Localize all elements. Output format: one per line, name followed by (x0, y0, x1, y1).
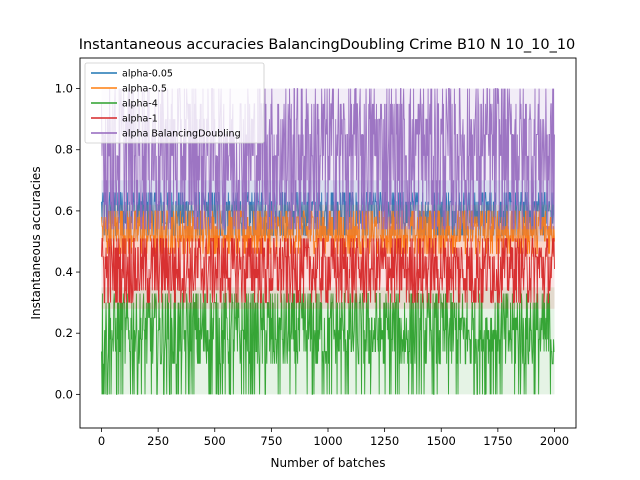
x-tick-label: 1500 (427, 434, 456, 448)
y-tick-label: 1.0 (55, 82, 73, 96)
legend-label-alpha-1: alpha-1 (122, 114, 158, 125)
chart-title: Instantaneous accuracies BalancingDoubli… (79, 37, 576, 53)
legend-label-alpha-4: alpha-4 (122, 99, 158, 110)
y-tick-label: 0.2 (55, 326, 73, 340)
x-tick-label: 2000 (540, 434, 569, 448)
x-tick-label: 0 (98, 434, 105, 448)
series-line (101, 237, 555, 304)
y-axis-label: Instantaneous accuracies (29, 166, 43, 319)
legend-label-alpha-05: alpha-0.5 (122, 84, 167, 95)
x-tick-label: 250 (147, 434, 169, 448)
x-tick-label: 500 (204, 434, 226, 448)
x-tick-label: 750 (260, 434, 282, 448)
series-line (101, 88, 555, 230)
x-tick-label: 1750 (483, 434, 512, 448)
y-tick-label: 0.6 (55, 204, 73, 218)
y-tick-label: 0.4 (55, 265, 73, 279)
series-layer (101, 88, 555, 395)
legend: alpha-0.05 alpha-0.5 alpha-4 alpha-1 alp… (84, 62, 265, 144)
x-tick-label: 1250 (370, 434, 399, 448)
y-tick-label: 0.8 (55, 143, 73, 157)
x-axis-label: Number of batches (271, 456, 386, 470)
x-tick-label: 1000 (313, 434, 342, 448)
legend-label-alpha-005: alpha-0.05 (122, 69, 173, 80)
y-tick-label: 0.0 (55, 387, 73, 401)
legend-label-alpha-balancingdoubling: alpha BalancingDoubling (122, 129, 241, 140)
legend-box (84, 62, 265, 144)
ticks-layer: 0 250 500 750 1000 1250 1500 1750 2000 0.0 0.2 0.4 0… (55, 82, 569, 448)
series-alpha-1 (101, 235, 555, 309)
